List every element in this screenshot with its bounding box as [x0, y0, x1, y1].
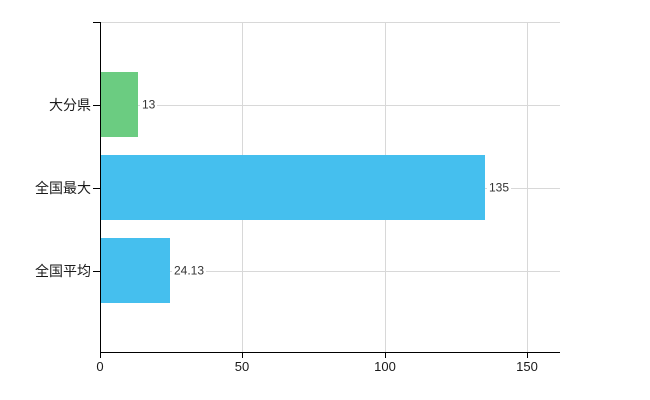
x-tick-label: 0: [96, 359, 104, 374]
x-axis-line: [100, 352, 560, 353]
bar-1: [101, 72, 138, 137]
category-label: 全国平均: [35, 263, 91, 279]
x-tick-label: 150: [516, 359, 538, 374]
y-axis-tick: [93, 105, 100, 106]
y-axis-end-tick: [93, 22, 100, 23]
bar-3: [101, 238, 170, 303]
y-axis-line: [100, 22, 101, 353]
x-axis-tick: [100, 352, 101, 358]
bar-2: [101, 155, 485, 220]
gridline-horizontal: [101, 105, 560, 106]
x-tick-label: 100: [374, 359, 396, 374]
y-axis-tick: [93, 188, 100, 189]
x-axis-tick: [527, 352, 528, 358]
x-tick-label: 50: [234, 359, 250, 374]
category-label: 大分県: [49, 97, 91, 113]
y-axis-tick: [93, 271, 100, 272]
gridline-horizontal: [101, 271, 560, 272]
plot-area: 13 135 24.13: [101, 22, 560, 352]
bar-value-label: 13: [140, 97, 158, 113]
gridline-vertical: [527, 22, 528, 352]
x-axis-tick: [242, 352, 243, 358]
plot-top-border: [100, 22, 560, 23]
bar-value-label: 135: [487, 180, 512, 196]
bar-value-label: 24.13: [172, 263, 207, 279]
category-label: 全国最大: [35, 180, 91, 196]
x-axis-tick: [385, 352, 386, 358]
